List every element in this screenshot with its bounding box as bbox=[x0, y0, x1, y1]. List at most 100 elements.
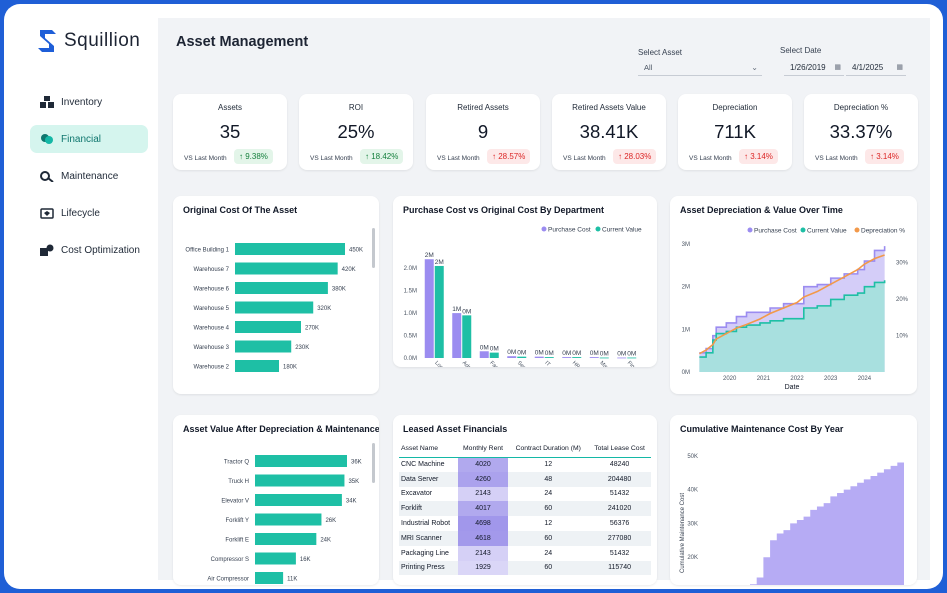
bar[interactable] bbox=[235, 321, 301, 333]
original-cost-chart: Office Building 1 450K Warehouse 7 420K Ware… bbox=[185, 243, 363, 372]
y-tick-label: 0.0M bbox=[404, 356, 417, 362]
bar[interactable] bbox=[507, 356, 517, 358]
boxes-icon bbox=[40, 96, 54, 108]
y-axis-title: Cumulative Maintenance Cost bbox=[680, 493, 686, 573]
bar[interactable] bbox=[255, 513, 322, 526]
legend-marker bbox=[541, 226, 547, 232]
kpi-label: Depreciation bbox=[712, 103, 758, 112]
column-header[interactable]: Monthly Rent bbox=[457, 441, 509, 458]
scrollbar[interactable] bbox=[372, 443, 375, 483]
value-after-depreciation-chart: Tractor Q 36K Truck H 35K Elevator V 34K Forkl… bbox=[207, 455, 362, 584]
calendar-icon[interactable]: ▦ bbox=[896, 64, 903, 71]
table-row[interactable]: Data Server 4260 48 204480 bbox=[399, 471, 651, 487]
kpi-comparison-label: VS Last Month bbox=[815, 155, 858, 162]
calendar-icon[interactable]: ▦ bbox=[834, 64, 841, 71]
x-tick-label: HR bbox=[571, 360, 581, 367]
depreciation-line[interactable] bbox=[698, 254, 885, 355]
bar[interactable] bbox=[235, 340, 292, 353]
x-tick-label: Admin bbox=[461, 360, 476, 367]
bar[interactable] bbox=[589, 357, 599, 358]
bar[interactable] bbox=[562, 357, 572, 358]
bar[interactable] bbox=[235, 301, 314, 314]
bar[interactable] bbox=[479, 351, 489, 358]
bar[interactable] bbox=[255, 533, 317, 545]
category-label: Warehouse 3 bbox=[194, 345, 230, 351]
date-from-field[interactable]: 1/26/2019 ▦ bbox=[784, 62, 844, 76]
total-lease-cost-cell: 241020 bbox=[588, 501, 651, 517]
kpi-label: Retired Assets bbox=[457, 103, 509, 112]
sidebar: Squillion Inventory Financial Maintenanc… bbox=[18, 18, 158, 580]
cumulative-maintenance-card: Cumulative Maintenance Cost By Year 20K 3… bbox=[670, 415, 917, 585]
kpi-value: 9 bbox=[477, 121, 489, 142]
bar[interactable] bbox=[489, 352, 499, 358]
bar[interactable] bbox=[617, 357, 627, 359]
bar[interactable] bbox=[599, 357, 609, 359]
purchase-line[interactable] bbox=[699, 246, 886, 354]
table-row[interactable]: Packaging Line 2143 24 51432 bbox=[399, 545, 651, 561]
category-label: Warehouse 2 bbox=[194, 365, 230, 371]
bar[interactable] bbox=[235, 262, 338, 275]
table-row[interactable]: MRI Scanner 4618 60 277080 bbox=[399, 530, 651, 546]
y-tick-label: 0.5M bbox=[404, 334, 417, 340]
bar[interactable] bbox=[452, 313, 462, 358]
select-asset-label: Select Asset bbox=[638, 48, 683, 57]
bar[interactable] bbox=[462, 315, 472, 358]
y-tick-label: 2.0M bbox=[404, 266, 417, 272]
bar[interactable] bbox=[424, 259, 434, 358]
data-label: 0M bbox=[600, 351, 609, 358]
sidebar-item-cost-optimization[interactable]: Cost Optimization bbox=[30, 236, 148, 264]
data-label: 230K bbox=[295, 345, 309, 351]
bar[interactable] bbox=[235, 282, 328, 294]
total-lease-cost-cell: 56376 bbox=[609, 520, 630, 528]
bar[interactable] bbox=[255, 455, 347, 467]
original-cost-card: Original Cost Of The Asset Office Buildi… bbox=[173, 196, 379, 394]
sidebar-item-financial[interactable]: Financial bbox=[30, 125, 148, 153]
bar[interactable] bbox=[517, 356, 527, 358]
bar[interactable] bbox=[534, 356, 544, 358]
bar[interactable] bbox=[544, 357, 554, 358]
current-line[interactable] bbox=[699, 280, 886, 358]
column-header[interactable]: Contract Duration (M) bbox=[508, 441, 589, 458]
column-header[interactable]: Asset Name bbox=[399, 441, 458, 458]
table-row[interactable]: Excavator 2143 24 51432 bbox=[399, 486, 651, 502]
y-tick-label: 20K bbox=[687, 555, 698, 561]
chevron-down-icon: ⌄ bbox=[751, 63, 758, 72]
sidebar-item-lifecycle[interactable]: Lifecycle bbox=[30, 199, 148, 227]
kpi-card: Assets 35 VS Last Month ↑ 9.38% bbox=[173, 94, 287, 170]
app-window: Squillion Inventory Financial Maintenanc… bbox=[4, 4, 943, 589]
kpi-change-value: 28.03% bbox=[624, 152, 652, 161]
bar[interactable] bbox=[235, 243, 345, 255]
x-tick-label: 2024 bbox=[858, 376, 872, 382]
brand-logo[interactable]: Squillion bbox=[36, 28, 140, 54]
y2-tick-label: 10% bbox=[896, 333, 909, 339]
data-label: 180K bbox=[283, 365, 297, 371]
sidebar-item-label: Maintenance bbox=[61, 170, 119, 182]
table-row[interactable]: CNC Machine 4020 12 48240 bbox=[399, 457, 651, 472]
column-header[interactable]: Total Lease Cost bbox=[588, 441, 651, 458]
table-row[interactable]: Forklift 4017 60 241020 bbox=[399, 501, 651, 517]
sidebar-item-inventory[interactable]: Inventory bbox=[30, 88, 148, 116]
date-to-field[interactable]: 4/1/2025 ▦ bbox=[846, 62, 906, 76]
bar[interactable] bbox=[255, 572, 284, 584]
y-tick-label: 0M bbox=[682, 370, 690, 376]
sidebar-item-maintenance[interactable]: Maintenance bbox=[30, 162, 148, 190]
bar[interactable] bbox=[255, 474, 345, 487]
table-row[interactable]: Industrial Robot 4698 12 56376 bbox=[399, 516, 651, 531]
data-label: 0M bbox=[462, 308, 471, 315]
table-row[interactable]: Printing Press 1929 60 115740 bbox=[399, 560, 651, 576]
total-lease-cost-cell: 51432 bbox=[609, 549, 630, 557]
data-label: 0M bbox=[627, 351, 636, 358]
bar[interactable] bbox=[572, 357, 582, 358]
scrollbar[interactable] bbox=[372, 228, 375, 268]
cumulative-area[interactable] bbox=[750, 459, 904, 585]
bar[interactable] bbox=[255, 552, 296, 565]
category-label: Warehouse 4 bbox=[194, 326, 230, 332]
bar[interactable] bbox=[255, 494, 342, 506]
select-asset-dropdown[interactable]: All ⌄ bbox=[638, 62, 762, 76]
y-tick-label: 50K bbox=[687, 454, 698, 460]
coins-icon bbox=[40, 244, 54, 256]
bar[interactable] bbox=[235, 360, 279, 372]
bar[interactable] bbox=[627, 357, 637, 359]
legend-label: Depreciation % bbox=[861, 228, 905, 235]
bar[interactable] bbox=[434, 265, 444, 358]
